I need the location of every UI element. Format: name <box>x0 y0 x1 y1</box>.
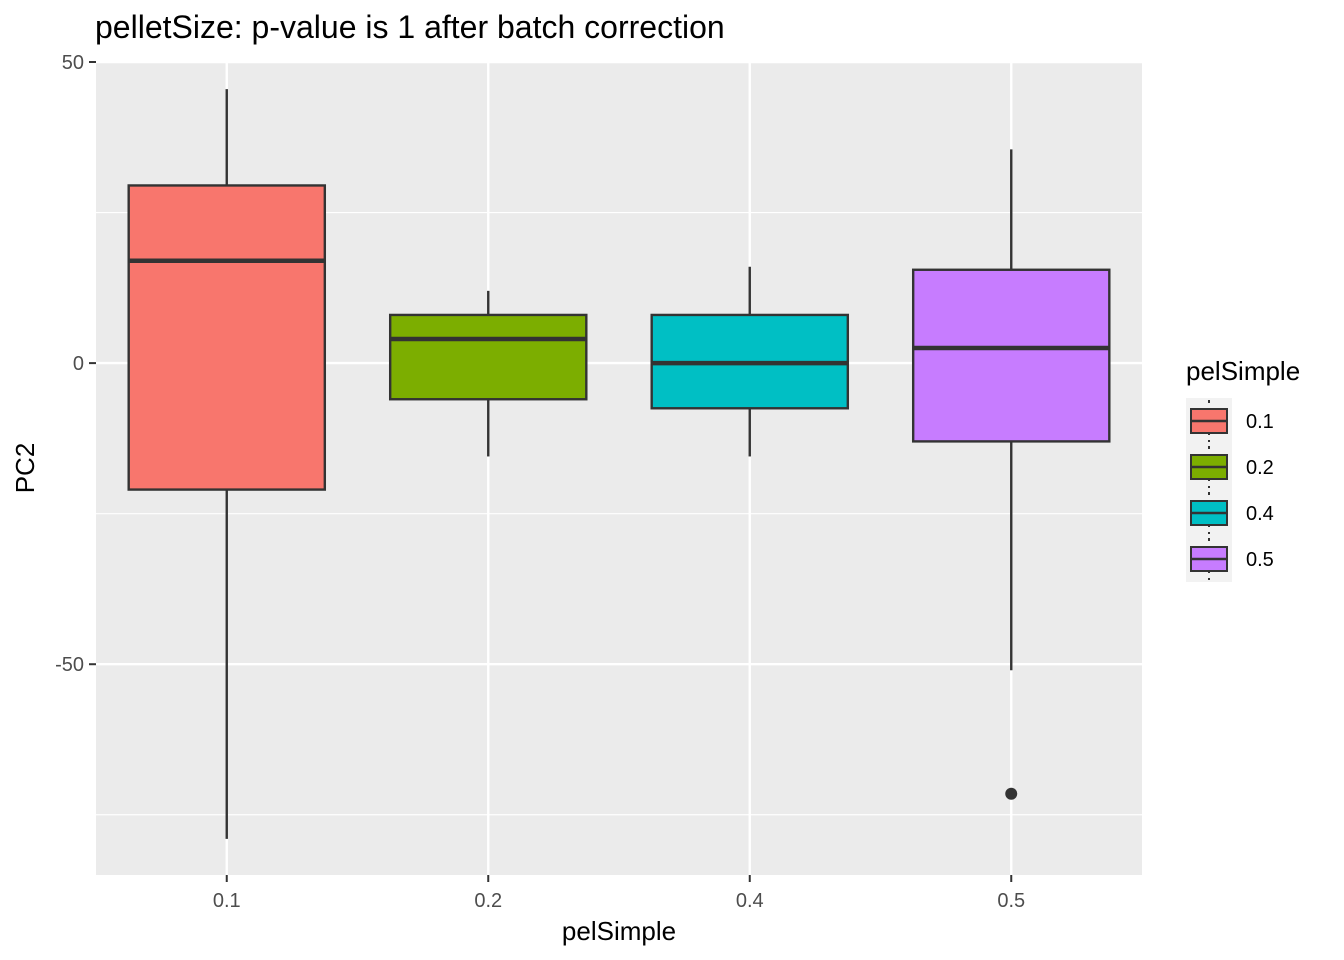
box-body <box>911 268 1111 443</box>
legend-title: pelSimple <box>1186 356 1300 386</box>
x-tick-label: 0.4 <box>736 890 764 912</box>
legend-label: 0.4 <box>1246 503 1274 525</box>
legend-label: 0.2 <box>1246 457 1274 479</box>
legend-label: 0.1 <box>1246 411 1274 433</box>
box-0.1 <box>127 89 327 839</box>
x-axis: 0.1 0.2 0.4 0.5 <box>213 875 1025 912</box>
y-tick-label: -50 <box>55 654 84 676</box>
box-body <box>388 313 588 401</box>
legend-key-0.4: 0.4 <box>1186 490 1274 536</box>
box-body <box>127 184 327 491</box>
box-0.5 <box>911 149 1111 800</box>
legend-key-0.5: 0.5 <box>1186 536 1274 582</box>
legend: pelSimple 0.1 0.2 0.4 0.5 <box>1186 356 1300 582</box>
x-axis-title: pelSimple <box>562 916 676 946</box>
y-axis-title: PC2 <box>10 443 40 494</box>
legend-keys: 0.1 0.2 0.4 0.5 <box>1186 398 1274 582</box>
x-tick-label: 0.1 <box>213 890 241 912</box>
y-tick-label: 50 <box>62 52 84 74</box>
boxes <box>127 89 1111 839</box>
legend-key-0.2: 0.2 <box>1186 444 1274 490</box>
y-axis: -50 0 50 <box>55 52 96 676</box>
y-tick-label: 0 <box>73 353 84 375</box>
chart-title: pelletSize: p-value is 1 after batch cor… <box>95 9 725 45</box>
box-0.4 <box>650 266 850 457</box>
legend-label: 0.5 <box>1246 549 1274 571</box>
box-0.2 <box>388 290 588 457</box>
x-tick-label: 0.2 <box>474 890 502 912</box>
outlier-point <box>1005 787 1018 800</box>
x-tick-label: 0.5 <box>997 890 1025 912</box>
legend-key-0.1: 0.1 <box>1186 398 1274 444</box>
